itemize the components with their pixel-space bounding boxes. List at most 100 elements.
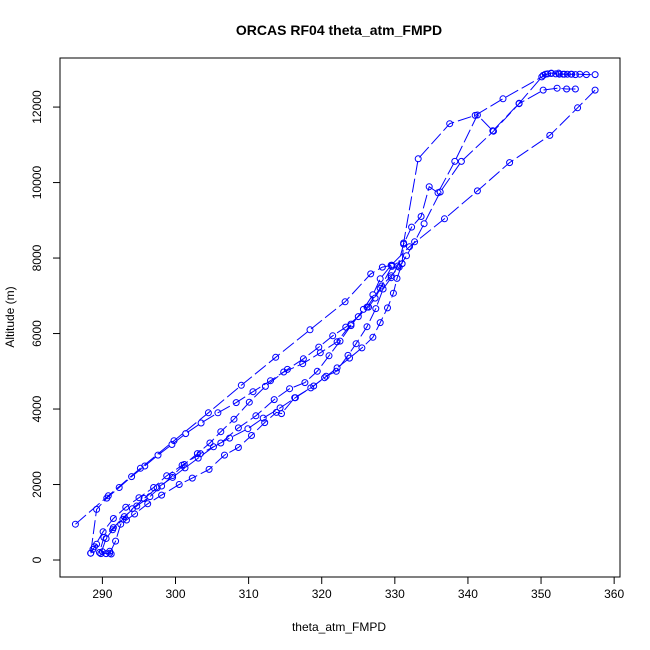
x-tick-label: 290 xyxy=(92,587,112,601)
x-tick-label: 350 xyxy=(531,587,551,601)
data-point xyxy=(417,213,425,220)
data-point xyxy=(283,365,291,373)
data-point xyxy=(553,84,561,92)
data-point xyxy=(204,409,212,417)
data-point xyxy=(341,298,349,306)
data-point xyxy=(547,70,555,77)
series-line xyxy=(401,72,576,264)
data-point xyxy=(217,439,225,447)
data-point xyxy=(367,270,375,278)
data-point xyxy=(214,409,222,417)
x-tick-label: 360 xyxy=(604,587,624,601)
data-point xyxy=(97,550,105,558)
data-point xyxy=(563,85,571,93)
data-point xyxy=(206,439,214,447)
data-point xyxy=(89,545,97,553)
data-point xyxy=(473,187,481,195)
series-line xyxy=(99,266,393,553)
x-tick-label: 310 xyxy=(239,587,259,601)
data-point xyxy=(194,454,202,462)
data-point xyxy=(457,157,465,165)
data-point xyxy=(408,223,416,231)
data-point xyxy=(217,428,225,436)
data-point xyxy=(158,491,166,499)
data-point xyxy=(329,332,337,340)
data-point xyxy=(515,100,523,108)
data-point xyxy=(546,131,554,139)
data-point xyxy=(103,494,111,502)
data-point xyxy=(574,104,582,112)
data-point xyxy=(563,70,571,78)
data-point xyxy=(384,304,391,312)
data-point xyxy=(395,263,403,271)
data-point xyxy=(135,494,143,502)
data-point xyxy=(325,352,333,360)
data-point xyxy=(568,70,576,78)
data-point xyxy=(115,484,123,491)
y-tick-label: 6000 xyxy=(30,320,44,347)
x-tick-label: 340 xyxy=(458,587,478,601)
data-point xyxy=(93,505,101,513)
data-point xyxy=(387,272,395,280)
data-point xyxy=(205,465,213,473)
data-point xyxy=(98,548,106,556)
data-point xyxy=(237,381,245,389)
data-point xyxy=(112,537,120,545)
data-point xyxy=(276,404,284,412)
data-point xyxy=(272,353,280,361)
data-point xyxy=(226,434,234,442)
y-tick-label: 8000 xyxy=(30,244,44,271)
data-point xyxy=(411,238,419,246)
data-point xyxy=(197,419,205,427)
y-axis-label: Altitude (m) xyxy=(3,286,17,347)
data-point xyxy=(315,343,323,351)
y-tick-label: 12000 xyxy=(30,90,44,124)
data-point xyxy=(582,71,590,79)
data-point xyxy=(388,262,396,270)
data-point xyxy=(291,394,299,402)
data-point xyxy=(389,289,397,297)
data-point xyxy=(168,441,176,448)
data-point xyxy=(230,415,238,423)
x-tick-label: 330 xyxy=(385,587,405,601)
data-point xyxy=(365,303,372,311)
data-point xyxy=(414,155,422,163)
x-tick-label: 320 xyxy=(312,587,332,601)
data-point xyxy=(555,70,563,78)
plot-frame xyxy=(59,57,621,578)
data-point xyxy=(446,120,454,128)
data-point xyxy=(182,430,190,438)
data-point xyxy=(425,183,433,191)
data-point xyxy=(436,188,444,196)
data-point xyxy=(571,71,579,79)
data-point xyxy=(400,239,408,247)
data-point xyxy=(358,344,366,352)
data-point xyxy=(87,549,95,557)
data-point xyxy=(109,515,117,522)
data-point xyxy=(347,320,355,328)
data-point xyxy=(403,252,410,260)
data-point xyxy=(333,338,341,346)
data-point xyxy=(259,414,267,422)
data-point xyxy=(420,220,428,228)
data-point xyxy=(299,360,307,368)
data-point xyxy=(221,451,228,459)
data-point xyxy=(181,464,189,472)
data-point xyxy=(313,367,321,375)
data-point xyxy=(286,385,294,393)
data-point xyxy=(128,505,136,513)
data-point xyxy=(119,515,127,523)
x-axis-label: theta_atm_FMPD xyxy=(292,620,386,634)
data-point xyxy=(248,432,255,439)
data-point xyxy=(299,355,307,363)
data-point xyxy=(249,388,257,396)
data-point xyxy=(591,71,599,79)
data-point xyxy=(146,493,154,501)
data-point xyxy=(393,274,401,282)
y-tick-label: 2000 xyxy=(30,471,44,498)
data-point xyxy=(559,70,567,78)
data-point xyxy=(371,294,379,302)
data-point xyxy=(354,313,362,321)
data-point xyxy=(140,495,148,502)
